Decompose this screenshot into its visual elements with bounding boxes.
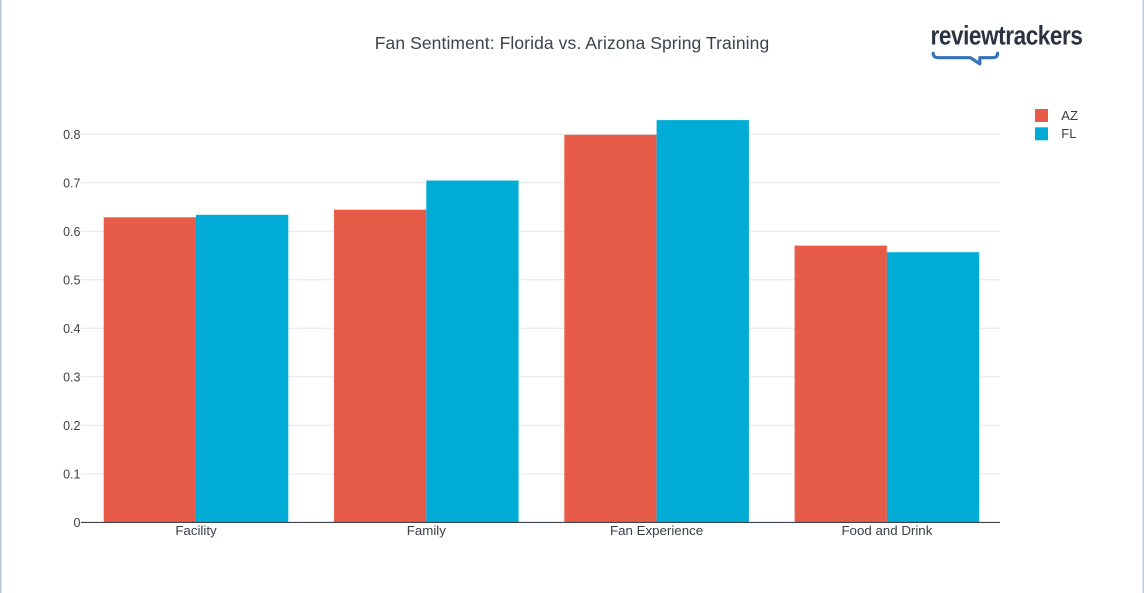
- svg-text:0.1: 0.1: [63, 468, 80, 482]
- svg-text:0.4: 0.4: [63, 322, 80, 336]
- svg-text:AZ: AZ: [1061, 108, 1078, 123]
- svg-text:Facility: Facility: [175, 523, 217, 538]
- svg-text:reviewtrackers: reviewtrackers: [931, 21, 1083, 51]
- svg-text:0.2: 0.2: [63, 419, 80, 433]
- svg-text:0.6: 0.6: [63, 225, 80, 239]
- svg-text:0.7: 0.7: [63, 176, 80, 190]
- svg-text:FL: FL: [1061, 126, 1076, 141]
- svg-text:Fan Experience: Fan Experience: [610, 523, 703, 538]
- svg-text:0: 0: [74, 516, 81, 530]
- svg-text:0.3: 0.3: [63, 370, 80, 384]
- svg-text:Food and Drink: Food and Drink: [841, 523, 932, 538]
- svg-text:0.5: 0.5: [63, 273, 80, 287]
- svg-text:Family: Family: [407, 523, 447, 538]
- svg-text:0.8: 0.8: [63, 128, 80, 142]
- svg-text:Fan Sentiment: Florida vs. Ari: Fan Sentiment: Florida vs. Arizona Sprin…: [375, 33, 770, 53]
